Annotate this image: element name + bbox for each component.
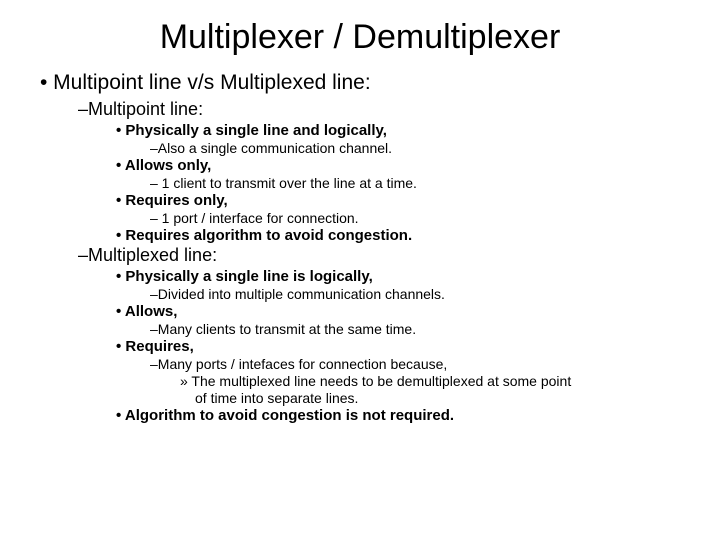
bullet-level4: –Many clients to transmit at the same ti… bbox=[150, 321, 690, 337]
bullet-level3: • Requires algorithm to avoid congestion… bbox=[116, 227, 690, 244]
bullet-level3: • Algorithm to avoid congestion is not r… bbox=[116, 407, 690, 424]
bullet-level4: – 1 port / interface for connection. bbox=[150, 210, 690, 226]
bullet-level2: –Multipoint line: bbox=[78, 99, 690, 120]
bullet-level4: –Also a single communication channel. bbox=[150, 140, 690, 156]
bullet-level3: • Requires only, bbox=[116, 192, 690, 209]
bullet-level3: • Allows only, bbox=[116, 157, 690, 174]
bullet-level3: • Physically a single line and logically… bbox=[116, 122, 690, 139]
bullet-level3: • Allows, bbox=[116, 303, 690, 320]
bullet-level5: » The multiplexed line needs to be demul… bbox=[180, 373, 690, 389]
bullet-level4: –Divided into multiple communication cha… bbox=[150, 286, 690, 302]
slide-title: Multiplexer / Demultiplexer bbox=[30, 18, 690, 57]
bullet-level1: • Multipoint line v/s Multiplexed line: bbox=[40, 71, 690, 95]
bullet-level3: • Physically a single line is logically, bbox=[116, 268, 690, 285]
bullet-level4: – 1 client to transmit over the line at … bbox=[150, 175, 690, 191]
bullet-level2: –Multiplexed line: bbox=[78, 245, 690, 266]
bullet-level5-cont: of time into separate lines. bbox=[195, 390, 690, 406]
bullet-level3: • Requires, bbox=[116, 338, 690, 355]
bullet-level4: –Many ports / intefaces for connection b… bbox=[150, 356, 690, 372]
slide-container: Multiplexer / Demultiplexer • Multipoint… bbox=[0, 0, 720, 445]
